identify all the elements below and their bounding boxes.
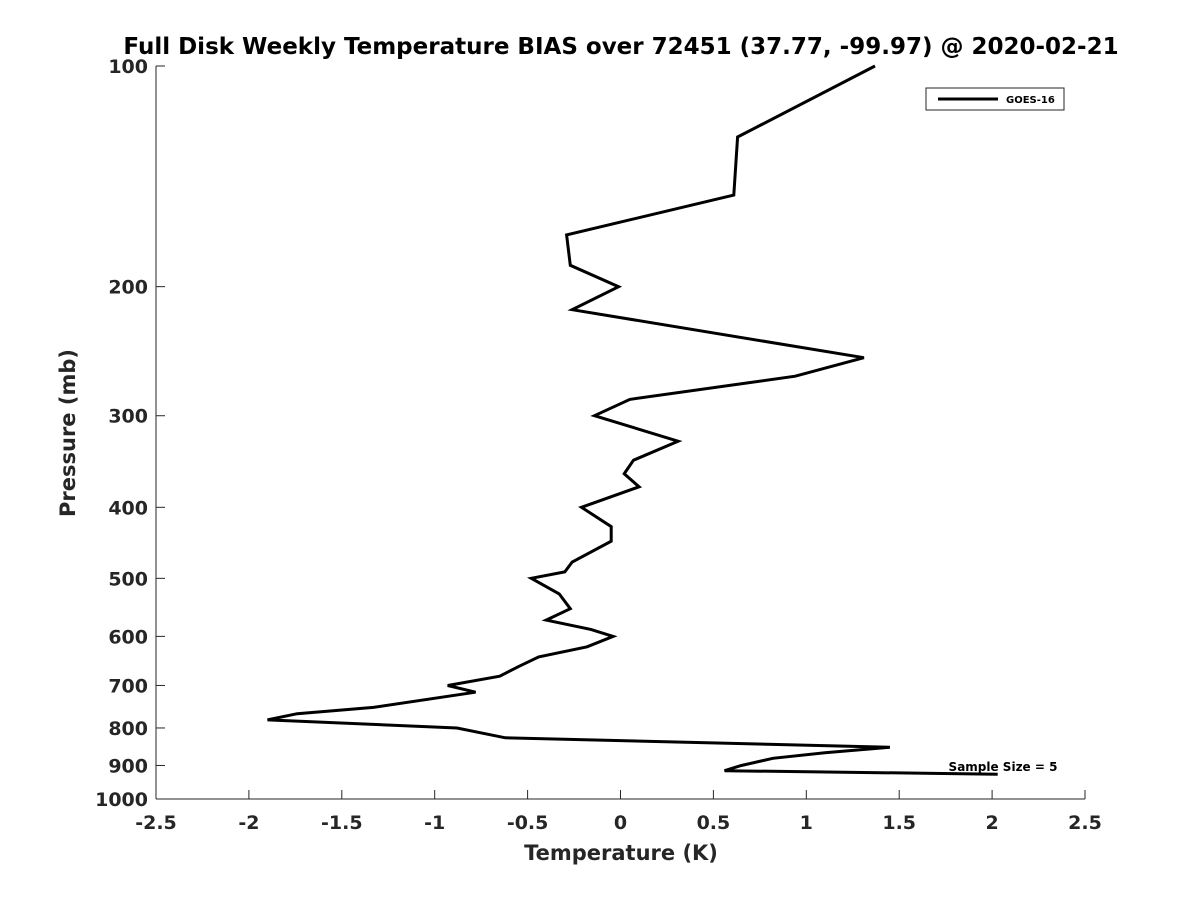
y-tick-label: 1000 [95,789,148,811]
x-tick-label: -1.5 [321,812,363,834]
chart-title: Full Disk Weekly Temperature BIAS over 7… [123,34,1118,60]
y-axis-title: Pressure (mb) [56,349,80,517]
x-axis-title: Temperature (K) [524,841,718,865]
y-tick-label: 200 [108,277,148,299]
x-tick-label: 0.5 [697,812,731,834]
y-tick-label: 500 [108,568,148,590]
legend-label-goes-16: GOES-16 [1006,95,1055,106]
legend: GOES-16 [925,87,1065,111]
y-tick-label: 300 [108,406,148,428]
y-tick-label: 700 [108,675,148,697]
series-line-goes-16 [267,64,998,776]
sample-size-annotation: Sample Size = 5 [949,760,1058,774]
y-tick-label: 900 [108,755,148,777]
x-tick-label: 1.5 [882,812,916,834]
axes: -2.5 -2 -1.5 -1 -0.5 0 0.5 1 1.5 2 2.5 100 200 300 400… [95,56,1102,834]
x-tick-label: 2.5 [1068,812,1102,834]
y-tick-label: 400 [108,497,148,519]
series-layer [267,64,998,776]
y-tick-label: 600 [108,626,148,648]
y-tick-label: 100 [108,56,148,78]
x-tick-label: 1 [800,812,813,834]
y-tick-label: 800 [108,718,148,740]
x-tick-label: -1 [424,812,445,834]
x-tick-label: 2 [985,812,998,834]
x-tick-label: -0.5 [507,812,549,834]
x-tick-label: 0 [614,812,627,834]
x-tick-label: -2.5 [135,812,177,834]
x-tick-label: -2 [238,812,259,834]
